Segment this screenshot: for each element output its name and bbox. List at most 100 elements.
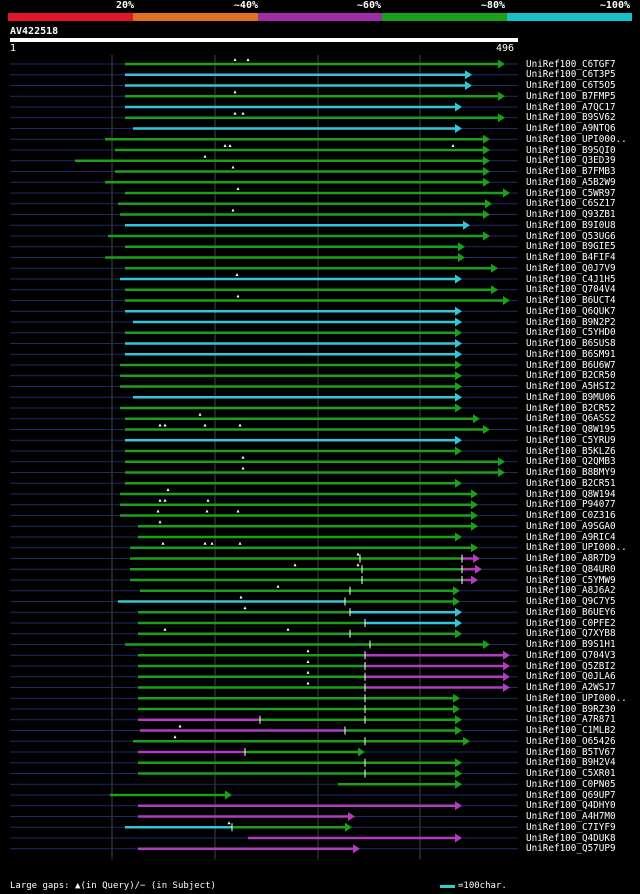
hit-row[interactable] bbox=[10, 640, 518, 649]
hit-row[interactable] bbox=[10, 488, 518, 499]
hit-row[interactable] bbox=[10, 360, 518, 370]
hit-label[interactable]: UniRef100_B6SM91 bbox=[526, 348, 616, 360]
hit-label[interactable]: UniRef100_Q4DHY0 bbox=[526, 800, 616, 812]
hit-row[interactable] bbox=[10, 306, 518, 316]
hit-row[interactable] bbox=[10, 779, 518, 789]
hit-label[interactable]: UniRef100_B9SQI0 bbox=[526, 144, 616, 156]
hit-label[interactable]: UniRef100_Q704V4 bbox=[526, 284, 616, 296]
hit-row[interactable] bbox=[10, 392, 518, 402]
hit-row[interactable] bbox=[10, 403, 518, 413]
hit-row[interactable] bbox=[10, 681, 518, 693]
hit-label[interactable]: UniRef100_B9RZ30 bbox=[526, 703, 616, 715]
hit-row[interactable] bbox=[10, 154, 518, 166]
hit-row[interactable] bbox=[10, 446, 518, 456]
hit-label[interactable]: UniRef100_Q6ASS2 bbox=[526, 413, 616, 425]
hit-row[interactable] bbox=[10, 317, 518, 327]
hit-row[interactable] bbox=[10, 134, 518, 144]
hit-row[interactable] bbox=[10, 124, 518, 133]
hit-row[interactable] bbox=[10, 273, 518, 284]
hit-label[interactable]: UniRef100_B5KLZ6 bbox=[526, 445, 616, 457]
hit-label[interactable]: UniRef100_Q6QUK7 bbox=[526, 305, 616, 317]
hit-row[interactable] bbox=[10, 466, 518, 478]
hit-row[interactable] bbox=[10, 70, 518, 80]
hit-label[interactable]: UniRef100_B9I0U8 bbox=[526, 219, 616, 231]
hit-label[interactable]: UniRef100_Q5ZBI2 bbox=[526, 660, 616, 672]
hit-label[interactable]: UniRef100_B4FIF4 bbox=[526, 252, 616, 263]
hit-label[interactable]: UniRef100_B6UEY6 bbox=[526, 606, 616, 618]
hit-label[interactable]: UniRef100_A5HSI2 bbox=[526, 381, 616, 392]
hit-label[interactable]: UniRef100_C5YRU9 bbox=[526, 434, 616, 446]
hit-label[interactable]: UniRef100_C0Z316 bbox=[526, 510, 616, 521]
hit-row[interactable] bbox=[10, 595, 518, 607]
hit-row[interactable] bbox=[10, 90, 518, 101]
hit-row[interactable] bbox=[10, 660, 518, 671]
hit-label[interactable]: UniRef100_B2CR50 bbox=[526, 370, 616, 382]
hit-label[interactable]: UniRef100_B9S1H1 bbox=[526, 639, 616, 650]
hit-label[interactable]: UniRef100_C5YMW9 bbox=[526, 574, 616, 586]
hit-label[interactable]: UniRef100_B6UCT4 bbox=[526, 295, 616, 306]
hit-row[interactable] bbox=[10, 563, 518, 574]
hit-row[interactable] bbox=[10, 704, 518, 714]
hit-label[interactable]: UniRef100_B6U6W7 bbox=[526, 359, 616, 371]
hit-row[interactable] bbox=[10, 294, 518, 306]
hit-row[interactable] bbox=[10, 541, 518, 553]
hit-label[interactable]: UniRef100_C6T3P5 bbox=[526, 69, 616, 81]
hit-label[interactable]: UniRef100_C5YHD0 bbox=[526, 327, 616, 339]
hit-label[interactable]: UniRef100_B5TV67 bbox=[526, 746, 616, 758]
hit-row[interactable] bbox=[10, 382, 518, 391]
hit-row[interactable] bbox=[10, 371, 518, 381]
hit-label[interactable]: UniRef100_Q69UP7 bbox=[526, 789, 616, 801]
hit-row[interactable] bbox=[10, 435, 518, 445]
hit-label[interactable]: UniRef100_A9RIC4 bbox=[526, 531, 616, 543]
hit-row[interactable] bbox=[10, 693, 518, 703]
hit-label[interactable]: UniRef100_C0PFE2 bbox=[526, 617, 616, 629]
hit-label[interactable]: UniRef100_Q8W195 bbox=[526, 424, 616, 435]
hit-row[interactable] bbox=[10, 412, 518, 424]
hit-row[interactable] bbox=[10, 649, 518, 660]
hit-label[interactable]: UniRef100_B7FMB3 bbox=[526, 166, 616, 177]
hit-label[interactable]: UniRef100_C1MLB2 bbox=[526, 725, 616, 736]
hit-row[interactable] bbox=[10, 455, 518, 467]
hit-row[interactable] bbox=[10, 478, 518, 488]
hit-row[interactable] bbox=[10, 349, 518, 359]
hit-label[interactable]: UniRef100_C5XR01 bbox=[526, 768, 616, 779]
hit-row[interactable] bbox=[10, 520, 518, 531]
hit-row[interactable] bbox=[10, 606, 518, 617]
hit-row[interactable] bbox=[10, 208, 518, 220]
hit-row[interactable] bbox=[10, 339, 518, 348]
hit-label[interactable]: UniRef100_A8R7D9 bbox=[526, 553, 616, 564]
hit-label[interactable]: UniRef100_C7IYF9 bbox=[526, 821, 616, 833]
hit-label[interactable]: UniRef100_C6TGF7 bbox=[526, 58, 616, 70]
hit-label[interactable]: UniRef100_C6T5O5 bbox=[526, 80, 616, 91]
hit-row[interactable] bbox=[10, 253, 518, 262]
hit-label[interactable]: UniRef100_A2WSJ7 bbox=[526, 682, 616, 693]
hit-row[interactable] bbox=[10, 532, 518, 542]
hit-row[interactable] bbox=[10, 801, 518, 811]
hit-label[interactable]: UniRef100_Q3ED39 bbox=[526, 155, 616, 167]
hit-label[interactable]: UniRef100_Q53UG6 bbox=[526, 230, 616, 242]
hit-label[interactable]: UniRef100_B9MU06 bbox=[526, 391, 616, 403]
hit-label[interactable]: UniRef100_B8BMY9 bbox=[526, 467, 616, 478]
hit-row[interactable] bbox=[10, 724, 518, 736]
hit-row[interactable] bbox=[10, 509, 518, 521]
hit-label[interactable]: UniRef100_A7R871 bbox=[526, 714, 616, 726]
hit-row[interactable] bbox=[10, 844, 518, 854]
hit-row[interactable] bbox=[10, 812, 518, 821]
hit-row[interactable] bbox=[10, 790, 518, 800]
hit-row[interactable] bbox=[10, 242, 518, 252]
hit-row[interactable] bbox=[10, 758, 518, 768]
hit-label[interactable]: UniRef100_C4J1H5 bbox=[526, 273, 616, 285]
hit-row[interactable] bbox=[10, 231, 518, 241]
hit-row[interactable] bbox=[10, 199, 518, 209]
hit-label[interactable]: UniRef100_B7FMP5 bbox=[526, 90, 616, 102]
hit-row[interactable] bbox=[10, 58, 518, 69]
hit-row[interactable] bbox=[10, 263, 518, 273]
hit-label[interactable]: UniRef100_Q93ZB1 bbox=[526, 209, 616, 220]
hit-label[interactable]: UniRef100_Q7XYB8 bbox=[526, 628, 616, 640]
hit-row[interactable] bbox=[10, 328, 518, 338]
hit-label[interactable]: UniRef100_A8J6A2 bbox=[526, 585, 616, 597]
hit-label[interactable]: UniRef100_Q704V3 bbox=[526, 649, 616, 661]
hit-row[interactable] bbox=[10, 715, 518, 725]
hit-row[interactable] bbox=[10, 102, 518, 112]
hit-label[interactable]: UniRef100_B2CR52 bbox=[526, 402, 616, 414]
